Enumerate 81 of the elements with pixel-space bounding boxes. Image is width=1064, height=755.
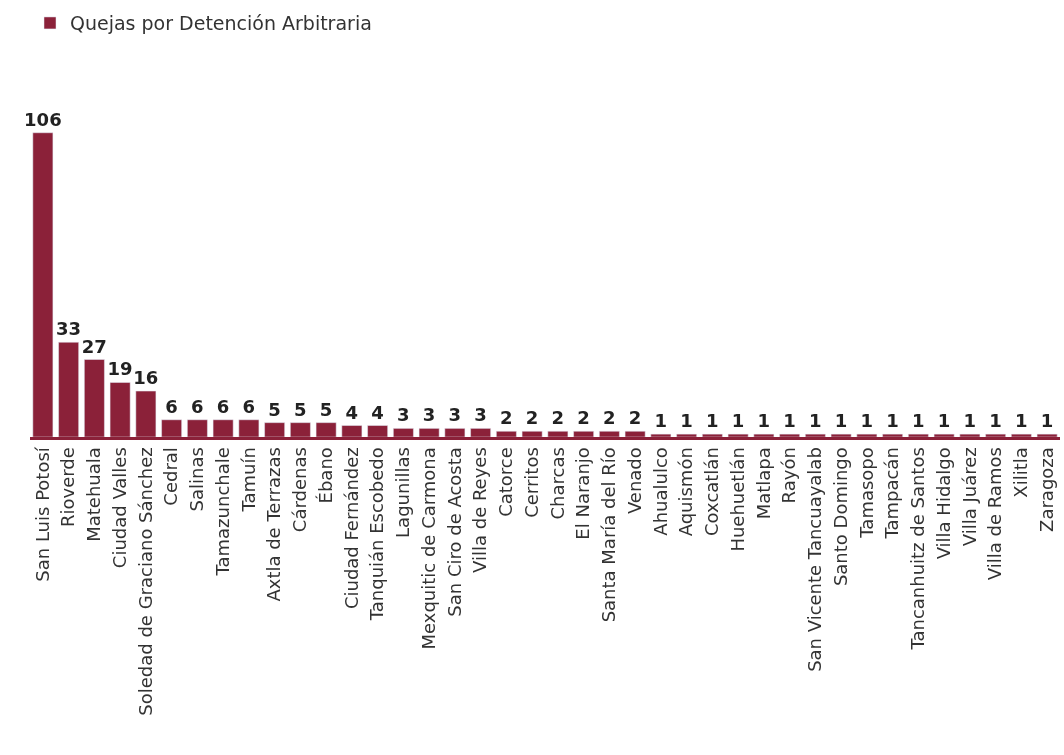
x-tick-label: Venado xyxy=(623,447,645,515)
data-label: 27 xyxy=(81,335,107,357)
x-tick-label: Cerritos xyxy=(520,447,542,518)
data-label: 33 xyxy=(56,318,82,340)
data-label: 3 xyxy=(397,404,410,426)
x-tick-label: Matehuala xyxy=(83,447,105,542)
data-label: 1 xyxy=(654,410,668,432)
data-label: 1 xyxy=(783,410,796,432)
x-tick-label: Matlapa xyxy=(752,447,774,520)
x-tick-label: Xilitla xyxy=(1010,447,1032,498)
legend-label: Quejas por Detención Arbitraria xyxy=(70,12,372,35)
data-label: 6 xyxy=(191,395,204,417)
x-tick-label: Catorce xyxy=(495,447,517,517)
data-label: 1 xyxy=(989,410,1002,432)
data-label: 2 xyxy=(577,407,590,429)
x-tick-label: Lagunillas xyxy=(392,447,414,538)
data-label: 2 xyxy=(628,407,642,429)
data-label: 1 xyxy=(731,410,745,432)
data-label: 1 xyxy=(1040,410,1054,432)
x-tick-label: Tanquián Escobedo xyxy=(366,447,388,622)
x-tick-label: Coxcatlán xyxy=(701,447,723,536)
data-label: 2 xyxy=(500,407,513,429)
data-label: 1 xyxy=(860,410,874,432)
x-tick-label: Huehuetlán xyxy=(726,447,748,552)
data-label: 1 xyxy=(937,410,951,432)
x-tick-label: San Vicente Tancuayalab xyxy=(804,447,826,672)
data-label: 1 xyxy=(834,410,848,432)
data-label: 3 xyxy=(448,404,462,426)
x-tick-label: Cárdenas xyxy=(289,447,311,533)
x-tick-label: Axtla de Terrazas xyxy=(263,447,285,602)
x-tick-label: Rayón xyxy=(778,447,800,504)
x-tick-label: Aquismón xyxy=(675,447,697,537)
x-tick-label: Santo Domingo xyxy=(829,447,851,587)
data-label: 16 xyxy=(133,367,159,389)
data-label: 2 xyxy=(603,407,616,429)
x-tick-label: Mexquitic de Carmona xyxy=(417,447,439,650)
x-tick-label: Villa de Reyes xyxy=(469,447,491,573)
x-tick-label: El Naranjo xyxy=(572,447,594,540)
data-label: 3 xyxy=(422,404,436,426)
data-label: 6 xyxy=(165,395,178,417)
x-tick-label: Tancanhuitz de Santos xyxy=(907,447,929,651)
x-tick-label: Ciudad Fernández xyxy=(340,447,362,610)
x-tick-label: Soledad de Graciano Sánchez xyxy=(134,447,156,716)
data-label: 1 xyxy=(680,410,693,432)
x-tick-label: Cedral xyxy=(160,447,182,506)
data-label: 3 xyxy=(474,404,487,426)
data-label: 2 xyxy=(525,407,539,429)
x-tick-label: San Luis Potosí xyxy=(31,446,53,582)
x-tick-label: Zaragoza xyxy=(1035,447,1057,532)
data-label: 1 xyxy=(886,410,899,432)
x-tick-label: Salinas xyxy=(186,447,208,512)
data-label: 106 xyxy=(24,108,62,130)
data-label: 1 xyxy=(757,410,771,432)
data-label: 6 xyxy=(216,395,230,417)
data-label: 1 xyxy=(963,410,977,432)
x-tick-label: Villa Hidalgo xyxy=(932,447,954,560)
x-tick-label: Tamuín xyxy=(237,447,259,513)
data-label: 4 xyxy=(345,401,359,423)
x-tick-label: Ahualulco xyxy=(649,447,671,536)
data-label: 1 xyxy=(809,410,822,432)
data-label: 5 xyxy=(294,398,307,420)
x-tick-label: Tampacán xyxy=(881,447,903,540)
data-label: 1 xyxy=(912,410,925,432)
data-label: 6 xyxy=(242,395,256,417)
x-tick-label: Villa de Ramos xyxy=(984,447,1006,581)
data-label: 4 xyxy=(371,401,384,423)
data-label: 1 xyxy=(1015,410,1028,432)
data-label: 2 xyxy=(551,407,565,429)
data-label: 19 xyxy=(107,358,133,380)
data-label: 5 xyxy=(268,398,281,420)
x-tick-label: Rioverde xyxy=(57,447,79,528)
data-label: 1 xyxy=(706,410,719,432)
x-tick-label: Ébano xyxy=(314,447,336,504)
x-tick-label: Villa Juárez xyxy=(958,447,980,547)
x-tick-label: Ciudad Valles xyxy=(108,447,130,569)
x-tick-label: Charcas xyxy=(546,447,568,520)
x-tick-label: Tamazunchale xyxy=(211,447,233,577)
data-label: 5 xyxy=(319,398,333,420)
x-tick-label: San Ciro de Acosta xyxy=(443,447,465,617)
x-tick-label: Santa María del Río xyxy=(598,447,620,623)
x-tick-label: Tamasopo xyxy=(855,447,877,539)
